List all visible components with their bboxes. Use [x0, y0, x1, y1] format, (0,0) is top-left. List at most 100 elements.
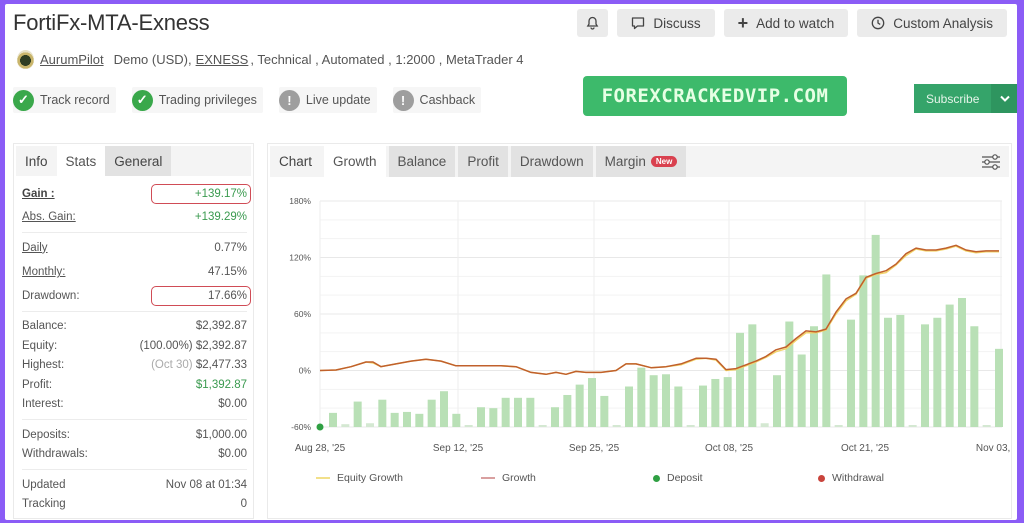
plus-icon: + — [737, 13, 749, 33]
gain-value: +139.17% — [194, 187, 247, 200]
tab-margin[interactable]: Margin New — [595, 146, 687, 177]
promo-banner[interactable]: FOREXCRACKEDVIP.COM — [583, 76, 847, 116]
top-toolbar: Discuss + Add to watch Custom Analysis — [577, 9, 1007, 37]
gain-label[interactable]: Gain : — [22, 187, 55, 200]
withdrawals-value: $0.00 — [218, 448, 247, 461]
badge-label: Trading privileges — [158, 93, 257, 107]
broker-link[interactable]: EXNESS — [195, 52, 249, 67]
owner-link[interactable]: AurumPilot — [40, 52, 104, 67]
account-details: , Technical , Automated , 1:2000 , MetaT… — [250, 52, 524, 67]
withdrawals-label: Withdrawals: — [22, 448, 88, 461]
updated-value: Nov 08 at 01:34 — [165, 478, 247, 491]
legend-equity-growth[interactable]: Equity Growth — [316, 472, 481, 484]
profit-value: $1,392.87 — [195, 378, 247, 391]
tab-growth[interactable]: Growth — [324, 146, 386, 177]
abs-gain-value: +139.29% — [194, 211, 247, 224]
add-watch-label: Add to watch — [756, 15, 835, 31]
legend-dot-swatch — [653, 474, 660, 482]
avatar — [17, 50, 34, 69]
divider — [22, 419, 247, 420]
stats-tabs: Info Stats General — [16, 146, 251, 176]
svg-text:Sep 12, '25: Sep 12, '25 — [433, 443, 484, 454]
new-badge: New — [650, 156, 678, 167]
legend-deposit[interactable]: Deposit — [653, 472, 818, 484]
badge-trading-privileges[interactable]: ✓ Trading privileges — [131, 87, 263, 113]
drawdown-label: Drawdown: — [22, 289, 80, 302]
page-frame: FortiFx-MTA-Exness AurumPilot Demo (USD)… — [5, 4, 1017, 520]
clock-icon — [871, 16, 885, 30]
tab-drawdown[interactable]: Drawdown — [510, 146, 593, 177]
tab-chart[interactable]: Chart — [279, 154, 313, 169]
legend-withdrawal[interactable]: Withdrawal — [818, 472, 884, 484]
stat-balance: Balance: $2,392.87 — [22, 317, 253, 337]
badge-cashback[interactable]: ! Cashback — [392, 87, 482, 113]
legend-line-swatch — [481, 477, 495, 479]
tab-stats[interactable]: Stats — [56, 146, 106, 176]
stat-deposits: Deposits: $1,000.00 — [22, 425, 253, 445]
divider — [22, 469, 247, 470]
chevron-down-icon — [1000, 95, 1011, 102]
stat-highest: Highest: (Oct 30) $2,477.33 — [22, 356, 253, 376]
exclamation-icon: ! — [278, 89, 300, 111]
tab-balance[interactable]: Balance — [388, 146, 456, 177]
equity-value-group: (100.00%) $2,392.87 — [140, 340, 247, 352]
badge-label: Track record — [40, 93, 110, 107]
chart-tabs: Chart Growth Balance Profit Drawdown Mar… — [270, 146, 1009, 177]
notifications-button[interactable] — [577, 9, 609, 37]
badge-label: Live update — [305, 93, 371, 107]
badge-live-update[interactable]: ! Live update — [278, 87, 377, 113]
chart-panel: Chart Growth Balance Profit Drawdown Mar… — [267, 143, 1013, 519]
svg-text:60%: 60% — [294, 309, 311, 319]
profit-label: Profit: — [22, 378, 53, 391]
tab-info[interactable]: Info — [25, 153, 48, 169]
subscribe-button[interactable]: Subscribe — [914, 84, 992, 113]
stat-interest: Interest: $0.00 — [22, 395, 253, 415]
stat-daily: Daily 0.77% — [22, 238, 253, 258]
add-to-watch-button[interactable]: + Add to watch — [723, 9, 849, 37]
legend-dot-swatch — [818, 474, 825, 482]
stat-profit: Profit: $1,392.87 — [22, 375, 253, 395]
chart-settings-button[interactable] — [981, 153, 1001, 176]
chart-legend: Equity Growth Growth Deposit Withdrawal — [316, 472, 884, 484]
bell-icon — [586, 16, 599, 30]
equity-value: $2,392.87 — [195, 339, 247, 352]
tab-general[interactable]: General — [105, 146, 172, 176]
subscribe-dropdown-button[interactable] — [991, 84, 1017, 113]
discuss-button[interactable]: Discuss — [617, 9, 715, 37]
tab-profit[interactable]: Profit — [458, 146, 508, 177]
tracking-value: 0 — [240, 498, 247, 511]
verification-badges: ✓ Track record ✓ Trading privileges ! Li… — [13, 87, 482, 113]
legend-label: Equity Growth — [337, 472, 403, 484]
svg-text:Oct 21, '25: Oct 21, '25 — [841, 443, 889, 454]
check-icon: ✓ — [13, 89, 34, 111]
svg-text:120%: 120% — [289, 253, 311, 263]
custom-analysis-button[interactable]: Custom Analysis — [857, 9, 1007, 37]
stat-updated: Updated Nov 08 at 01:34 — [22, 475, 253, 495]
balance-value: $2,392.87 — [195, 320, 247, 333]
tracking-label: Tracking — [22, 498, 66, 511]
monthly-label[interactable]: Monthly: — [22, 266, 66, 279]
interest-label: Interest: — [22, 398, 64, 411]
badge-track-record[interactable]: ✓ Track record — [13, 87, 116, 113]
legend-label: Growth — [502, 472, 536, 484]
svg-text:-60%: -60% — [291, 422, 311, 432]
deposits-label: Deposits: — [22, 428, 70, 441]
highest-value-group: (Oct 30) $2,477.33 — [151, 359, 247, 371]
stat-gain: Gain : +139.17% — [22, 184, 253, 204]
daily-label[interactable]: Daily — [22, 241, 48, 254]
legend-label: Deposit — [667, 472, 703, 484]
growth-chart[interactable]: Aug 28, '25 Sep 12, '25 Sep 25, '25 Oct 08,… — [268, 184, 1013, 474]
exclamation-icon: ! — [392, 89, 414, 111]
legend-growth[interactable]: Growth — [481, 472, 653, 484]
legend-line-swatch — [316, 477, 330, 479]
stat-drawdown: Drawdown: 17.66% — [22, 286, 253, 306]
highest-value: $2,477.33 — [195, 359, 247, 372]
svg-text:180%: 180% — [289, 196, 311, 206]
svg-text:Sep 25, '25: Sep 25, '25 — [569, 443, 620, 454]
comment-icon — [632, 17, 645, 30]
svg-text:0%: 0% — [299, 366, 312, 376]
abs-gain-label[interactable]: Abs. Gain: — [22, 211, 76, 224]
stat-tracking: Tracking 0 — [22, 495, 253, 515]
equity-percent: (100.00%) — [139, 339, 193, 352]
balance-label: Balance: — [22, 320, 67, 333]
